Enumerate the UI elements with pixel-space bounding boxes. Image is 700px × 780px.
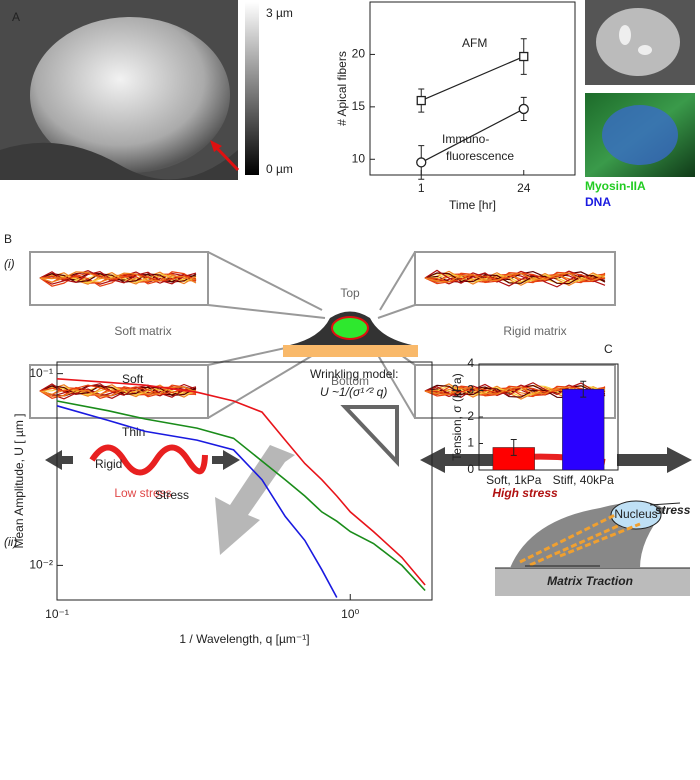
y-tick-label: 1: [467, 436, 474, 450]
series-label: fluorescence: [446, 149, 514, 163]
fibre: [39, 271, 197, 285]
y-tick-label: 20: [352, 47, 366, 61]
series-line: [56, 405, 338, 598]
zoom-boxes: [29, 251, 616, 419]
label: Matrix Traction: [547, 574, 633, 588]
panel-label: (i): [4, 257, 15, 271]
y-tick-label: 10: [352, 151, 366, 165]
label: Nucleus: [614, 507, 657, 521]
y-tick-label: 10⁻²: [29, 558, 53, 572]
fibre: [424, 272, 606, 283]
fibre-map: [39, 269, 606, 400]
error-bar: [510, 439, 517, 456]
afm-image: [0, 0, 240, 180]
label: Low stress: [114, 486, 171, 500]
series-line: [420, 108, 525, 163]
fibre: [424, 382, 606, 398]
x-tick-label: 10⁰: [341, 607, 359, 621]
cell-traction-diagram: [495, 500, 690, 596]
marker: [416, 95, 426, 106]
y-tick-label: 10⁻¹: [29, 366, 53, 380]
y-tick-label: 0: [467, 462, 474, 476]
micrograph: [585, 0, 695, 177]
label: Bottom: [331, 374, 369, 388]
label: Rigid matrix: [503, 324, 566, 338]
y-axis-label: Mean Amplitude, U [ µm ]: [12, 414, 26, 549]
fibre: [424, 386, 606, 396]
fibre: [424, 272, 606, 284]
series-label: Thin: [122, 425, 145, 439]
x-tick-label: 1: [418, 181, 425, 195]
series-label: Soft: [122, 372, 144, 386]
annotation: Stress: [155, 488, 189, 502]
fibre: [39, 384, 197, 395]
series-label: Immuno-: [442, 132, 489, 146]
label: High stress: [492, 486, 558, 500]
series-line: [56, 400, 426, 592]
x-tick-label: 24: [517, 181, 531, 195]
slope-triangle: [340, 405, 399, 468]
panel-label: C: [604, 342, 613, 356]
cell-diagram: [283, 311, 418, 357]
series-label: Rigid: [95, 457, 122, 471]
x-axis-label: Time [hr]: [449, 198, 496, 212]
series-label: AFM: [462, 36, 487, 50]
x-tick-label: 10⁻¹: [45, 607, 69, 621]
fibre: [39, 386, 197, 396]
scale-label: 3 µm: [266, 6, 293, 20]
legend-label: DNA: [585, 195, 611, 209]
panel-label: B: [4, 232, 12, 246]
bar: [562, 388, 605, 471]
y-tick-label: 15: [352, 99, 366, 113]
x-axis-label: 1 / Wavelength, q [µm⁻¹]: [179, 632, 309, 646]
marker: [416, 157, 427, 168]
series-line: [56, 378, 426, 586]
fibre: [39, 272, 197, 282]
marker: [519, 51, 529, 62]
label: stress: [655, 503, 691, 517]
annotation: U ~1/(σ¹ᐟ² q): [320, 385, 387, 399]
label: Soft matrix: [114, 324, 171, 338]
marker: [518, 103, 529, 115]
fibre: [39, 383, 197, 398]
x-tick-label: Stiff, 40kPa: [553, 473, 614, 487]
plot-frame: [369, 1, 576, 176]
panel-label: (ii): [4, 535, 17, 549]
legend-label: Myosin-IIA: [585, 179, 646, 193]
y-tick-label: 3: [467, 383, 474, 397]
panel-label: A: [12, 10, 20, 24]
fibre: [39, 271, 197, 284]
y-axis-label: Tension, σ (kPa): [450, 373, 464, 460]
annotation: Wrinkling model:: [310, 367, 398, 381]
scale-label: 0 µm: [266, 162, 293, 176]
series-line: [421, 55, 524, 102]
colorbar: [245, 2, 259, 175]
y-tick-label: 2: [467, 409, 474, 423]
x-tick-label: Soft, 1kPa: [486, 473, 542, 487]
y-axis-label: # Apical fibers: [335, 51, 349, 126]
fibre: [424, 272, 606, 283]
y-tick-label: 4: [467, 356, 474, 370]
plot-frame: [56, 361, 433, 601]
error-bar: [580, 380, 587, 398]
label: Top: [340, 286, 360, 300]
